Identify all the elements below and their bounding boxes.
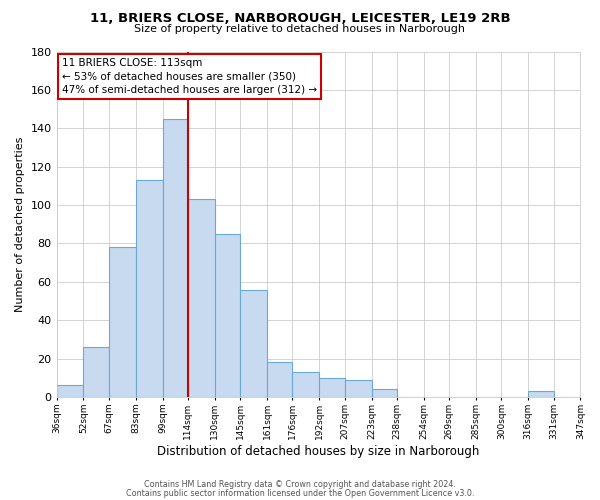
- Text: Contains HM Land Registry data © Crown copyright and database right 2024.: Contains HM Land Registry data © Crown c…: [144, 480, 456, 489]
- Text: 11 BRIERS CLOSE: 113sqm
← 53% of detached houses are smaller (350)
47% of semi-d: 11 BRIERS CLOSE: 113sqm ← 53% of detache…: [62, 58, 317, 95]
- Bar: [56, 386, 83, 397]
- Text: Contains public sector information licensed under the Open Government Licence v3: Contains public sector information licen…: [126, 488, 474, 498]
- Bar: [83, 347, 109, 397]
- Bar: [371, 390, 397, 397]
- Bar: [240, 290, 267, 397]
- Bar: [344, 380, 371, 397]
- Bar: [319, 378, 344, 397]
- Bar: [528, 392, 554, 397]
- Bar: [136, 180, 163, 397]
- Bar: [292, 372, 319, 397]
- Bar: [109, 248, 136, 397]
- Bar: [267, 362, 292, 397]
- Bar: [215, 234, 240, 397]
- Y-axis label: Number of detached properties: Number of detached properties: [15, 136, 25, 312]
- Text: 11, BRIERS CLOSE, NARBOROUGH, LEICESTER, LE19 2RB: 11, BRIERS CLOSE, NARBOROUGH, LEICESTER,…: [89, 12, 511, 26]
- Text: Size of property relative to detached houses in Narborough: Size of property relative to detached ho…: [134, 24, 466, 34]
- Bar: [188, 200, 215, 397]
- X-axis label: Distribution of detached houses by size in Narborough: Distribution of detached houses by size …: [157, 444, 480, 458]
- Bar: [163, 118, 188, 397]
